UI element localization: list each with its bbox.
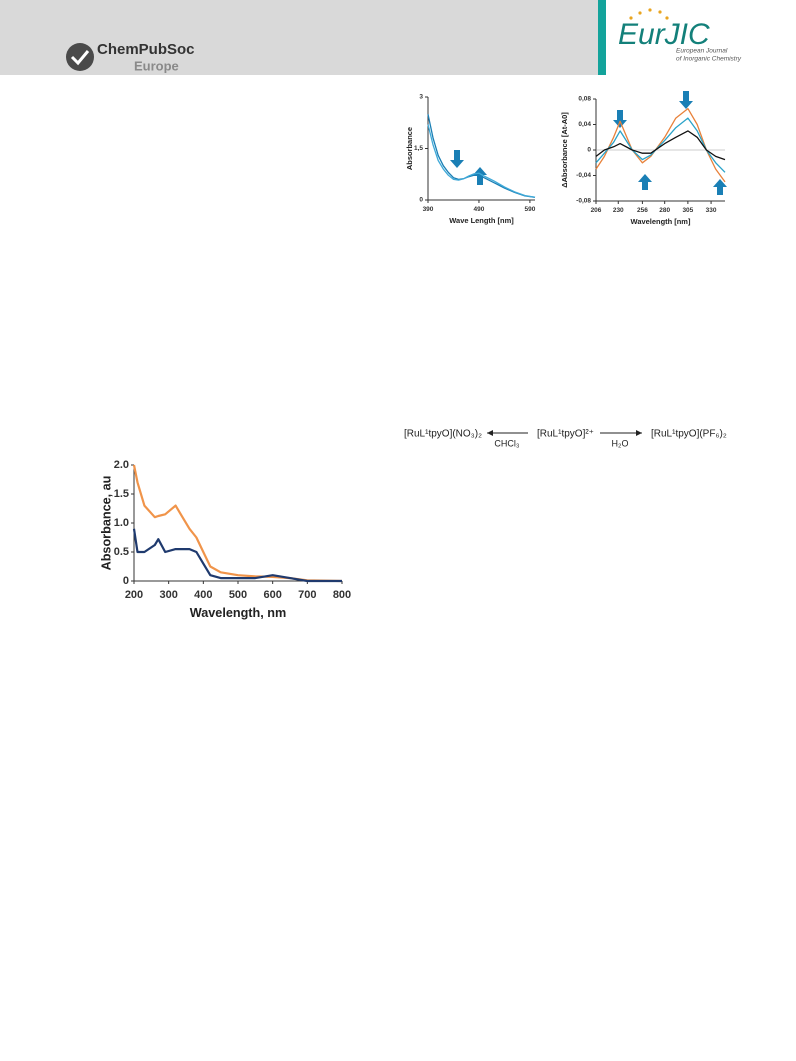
y-axis-label: ΔAbsorbance [At-A0] [560, 112, 569, 188]
y-tick-label: 3 [419, 94, 423, 101]
y-axis-label: Absorbance [405, 127, 414, 170]
data-line [427, 124, 536, 198]
y-tick-label: -0,08 [576, 198, 591, 205]
scheme-compound: [RuL¹tpyO](NO₃)₂ [404, 429, 482, 440]
x-tick-label: 305 [682, 207, 693, 214]
scheme-arrowhead [636, 430, 642, 436]
publisher-icon [66, 43, 94, 71]
x-tick-label: 800 [333, 589, 351, 601]
x-tick-label: 200 [125, 589, 143, 601]
y-tick-label: 0 [123, 575, 129, 587]
scheme-compound: [RuL¹tpyO]²⁺ [537, 429, 594, 440]
data-line [595, 130, 726, 161]
journal-sub: European Journal [676, 48, 728, 55]
x-tick-label: 390 [423, 206, 434, 213]
x-tick-label: 400 [194, 589, 212, 601]
y-axis-label: Absorbance, au [99, 476, 113, 571]
journal-sub: of Inorganic Chemistry [676, 56, 742, 63]
y-tick-label: 0 [419, 197, 423, 204]
publisher-sub: Europe [134, 58, 179, 73]
publisher-name: ChemPubSoc [97, 41, 195, 58]
x-tick-label: 600 [263, 589, 281, 601]
y-tick-label: 0.5 [114, 546, 129, 558]
y-tick-label: 0 [587, 147, 591, 154]
x-tick-label: 206 [591, 207, 602, 214]
y-tick-label: 0,04 [578, 121, 591, 128]
x-tick-label: 490 [474, 206, 485, 213]
x-axis-label: Wavelength [nm] [631, 217, 691, 226]
x-tick-label: 256 [637, 207, 648, 214]
x-axis-label: Wave Length [nm] [449, 216, 514, 225]
y-tick-label: -0,04 [576, 172, 591, 179]
scheme-reagent: H₂O [612, 438, 629, 448]
x-axis-label: Wavelength, nm [190, 606, 286, 620]
x-tick-label: 590 [524, 206, 535, 213]
x-tick-label: 500 [229, 589, 247, 601]
data-line [132, 464, 343, 583]
x-tick-label: 280 [659, 207, 670, 214]
data-line [595, 117, 726, 173]
scheme-compound: [RuL¹tpyO](PF₆)₂ [651, 429, 727, 440]
x-tick-label: 700 [298, 589, 316, 601]
y-tick-label: 1.5 [114, 488, 129, 500]
scheme-arrowhead [487, 430, 493, 436]
publisher-icon-check [70, 50, 90, 66]
journal-logo-box [606, 0, 796, 75]
journal-name: EurJIC [618, 18, 710, 51]
y-tick-label: 1.0 [114, 517, 129, 529]
x-tick-label: 300 [159, 589, 177, 601]
x-tick-label: 230 [613, 207, 624, 214]
y-tick-label: 2.0 [114, 459, 129, 471]
y-tick-label: 0,08 [578, 96, 591, 103]
header-accent [598, 0, 606, 75]
y-tick-label: 1,5 [414, 145, 423, 152]
journal-stars [629, 8, 669, 20]
data-line [132, 528, 342, 583]
scheme-reagent: CHCl₃ [494, 438, 519, 448]
x-tick-label: 330 [706, 207, 717, 214]
